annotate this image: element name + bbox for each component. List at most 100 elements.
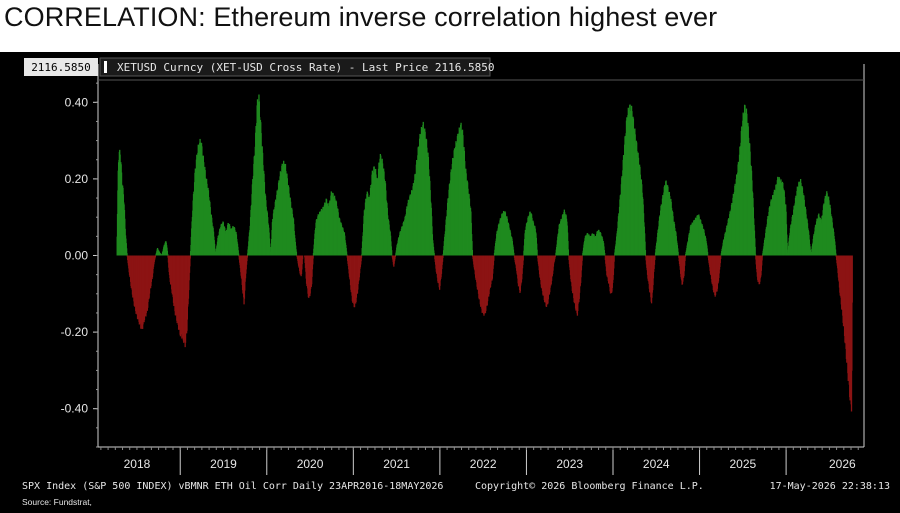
x-tick-label: 2026	[829, 457, 856, 471]
negative-bar	[761, 255, 763, 261]
positive-bar	[786, 242, 788, 256]
negative-bar	[761, 255, 763, 266]
positive-bar	[345, 251, 348, 256]
series-swatch	[104, 61, 107, 73]
positive-bar	[166, 250, 169, 256]
x-tick-label: 2024	[643, 457, 670, 471]
negative-bar	[761, 255, 764, 257]
positive-bar	[433, 250, 435, 256]
footer-description: SPX Index (S&P 500 INDEX) vBMNR ETH Oil …	[22, 481, 443, 492]
positive-bar	[604, 253, 606, 256]
positive-bar	[269, 251, 272, 256]
positive-bar	[677, 251, 679, 256]
positive-bar	[536, 249, 538, 256]
axes: 0.400.200.00-0.20-0.40 2018 2019 2020 2021 2…	[61, 63, 865, 475]
positive-bar	[433, 253, 435, 256]
negative-bar	[684, 255, 686, 261]
negative-bar	[654, 255, 656, 261]
series-label: XETUSD Curncy (XET-USD Cross Rate) - Las…	[117, 61, 495, 74]
positive-bar	[513, 252, 515, 256]
x-ticks: 2018 2019 2020 2021 2022 2023 2024 2025 2026	[100, 447, 859, 475]
footer-timestamp: 17-May-2026 22:38:13	[770, 481, 890, 492]
negative-bar	[312, 255, 314, 259]
footer-copyright: Copyright© 2026 Bloomberg Finance L.P.	[475, 481, 704, 492]
positive-bar	[536, 243, 538, 256]
correlation-chart: 0.400.200.00-0.20-0.40 2018 2019 2020 2021 2…	[22, 57, 890, 507]
negative-bar	[301, 255, 303, 265]
negative-bar	[189, 255, 191, 267]
positive-bar	[160, 254, 162, 256]
footer-source: Source: Fundstrat,	[22, 497, 92, 507]
negative-bar	[613, 255, 615, 269]
positive-bar	[237, 253, 240, 256]
negative-bar	[246, 255, 248, 258]
negative-bar	[851, 255, 853, 303]
negative-bar	[613, 255, 615, 262]
positive-bar	[835, 253, 837, 256]
positive-bar	[125, 248, 128, 256]
positive-bar	[471, 249, 473, 256]
x-tick-label: 2025	[729, 457, 756, 471]
y-tick-label: 0.20	[65, 172, 89, 186]
positive-bar	[834, 249, 837, 256]
x-tick-label: 2023	[556, 457, 583, 471]
negative-bar	[312, 255, 314, 265]
negative-bar	[360, 255, 363, 258]
chart-panel: 0.40 0.20 0.00 -0.20 -0.40 2018 2019 2020 2021 2…	[0, 52, 900, 513]
x-tick-label: 2020	[297, 457, 324, 471]
positive-bar	[237, 250, 239, 256]
positive-bar	[167, 254, 169, 256]
negative-bar	[522, 255, 524, 261]
negative-bar	[653, 255, 656, 265]
y-tick-label: 0.00	[65, 249, 89, 263]
positive-bar	[644, 241, 646, 256]
negative-bar	[154, 255, 157, 258]
price-tag-box	[24, 58, 98, 76]
negative-bar	[554, 255, 556, 259]
y-tick-label: -0.40	[61, 402, 89, 416]
positive-bar	[346, 254, 348, 256]
positive-bar	[644, 249, 647, 256]
negative-bar	[360, 255, 362, 262]
positive-bar	[603, 250, 605, 256]
y-tick-label: 0.40	[65, 95, 89, 109]
positive-bar	[126, 253, 128, 256]
positive-bar	[269, 247, 271, 256]
negative-bar	[554, 255, 556, 258]
price-tag-value: 2116.5850	[31, 61, 91, 74]
series-label-box	[99, 57, 491, 77]
positive-bar	[214, 248, 216, 256]
positive-bar	[567, 249, 569, 256]
negative-bar	[394, 255, 396, 260]
legend: 2116.5850 XETUSD Curncy (XET-USD Cross R…	[24, 57, 495, 77]
correlation-area	[116, 94, 853, 412]
x-tick-label: 2021	[383, 457, 410, 471]
negative-bar	[581, 255, 583, 261]
negative-bar	[246, 255, 248, 262]
x-tick-label: 2022	[470, 457, 497, 471]
y-tick-label: -0.20	[61, 325, 89, 339]
negative-bar	[851, 255, 853, 371]
negative-bar	[442, 255, 444, 258]
positive-bar	[706, 251, 709, 256]
positive-bar	[391, 250, 393, 256]
negative-bar	[441, 255, 444, 262]
y-ticks: 0.40 0.20 0.00 -0.20 -0.40	[61, 63, 98, 448]
positive-bar	[471, 241, 473, 256]
negative-bar	[719, 255, 722, 259]
negative-bar	[301, 255, 304, 260]
positive-bar	[295, 251, 298, 256]
negative-bar	[719, 255, 721, 264]
x-tick-label: 2019	[210, 457, 237, 471]
x-tick-label: 2018	[124, 457, 151, 471]
headline-title: CORRELATION: Ethereum inverse correlatio…	[4, 2, 718, 32]
positive-bar	[754, 246, 756, 256]
positive-bar	[809, 249, 812, 256]
negative-bar	[189, 255, 191, 259]
positive-bar	[512, 249, 515, 256]
negative-bar	[493, 255, 495, 261]
positive-bar	[754, 254, 757, 256]
positive-bar	[567, 241, 569, 256]
negative-bar	[394, 255, 396, 258]
